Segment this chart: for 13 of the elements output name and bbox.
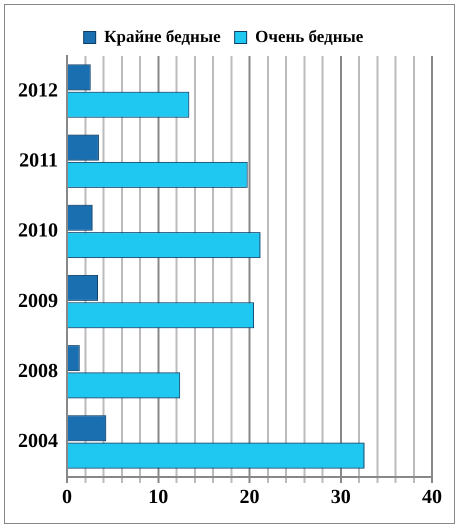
x-tick-label: 10 xyxy=(148,486,168,508)
legend-label: Очень бедные xyxy=(255,26,364,46)
x-tick-label: 40 xyxy=(422,486,442,508)
y-tick-label: 2011 xyxy=(19,149,58,172)
x-tick-label: 30 xyxy=(330,486,351,508)
legend-label: Крайне бедные xyxy=(104,26,222,46)
y-tick-label: 2008 xyxy=(18,360,58,382)
y-tick-label: 2010 xyxy=(18,220,58,242)
y-tick-label: 2004 xyxy=(18,430,58,452)
x-tick-label: 20 xyxy=(240,486,260,508)
x-tick-label: 0 xyxy=(62,486,72,508)
y-tick-label: 2012 xyxy=(18,79,58,102)
y-tick-label: 2009 xyxy=(18,290,58,312)
